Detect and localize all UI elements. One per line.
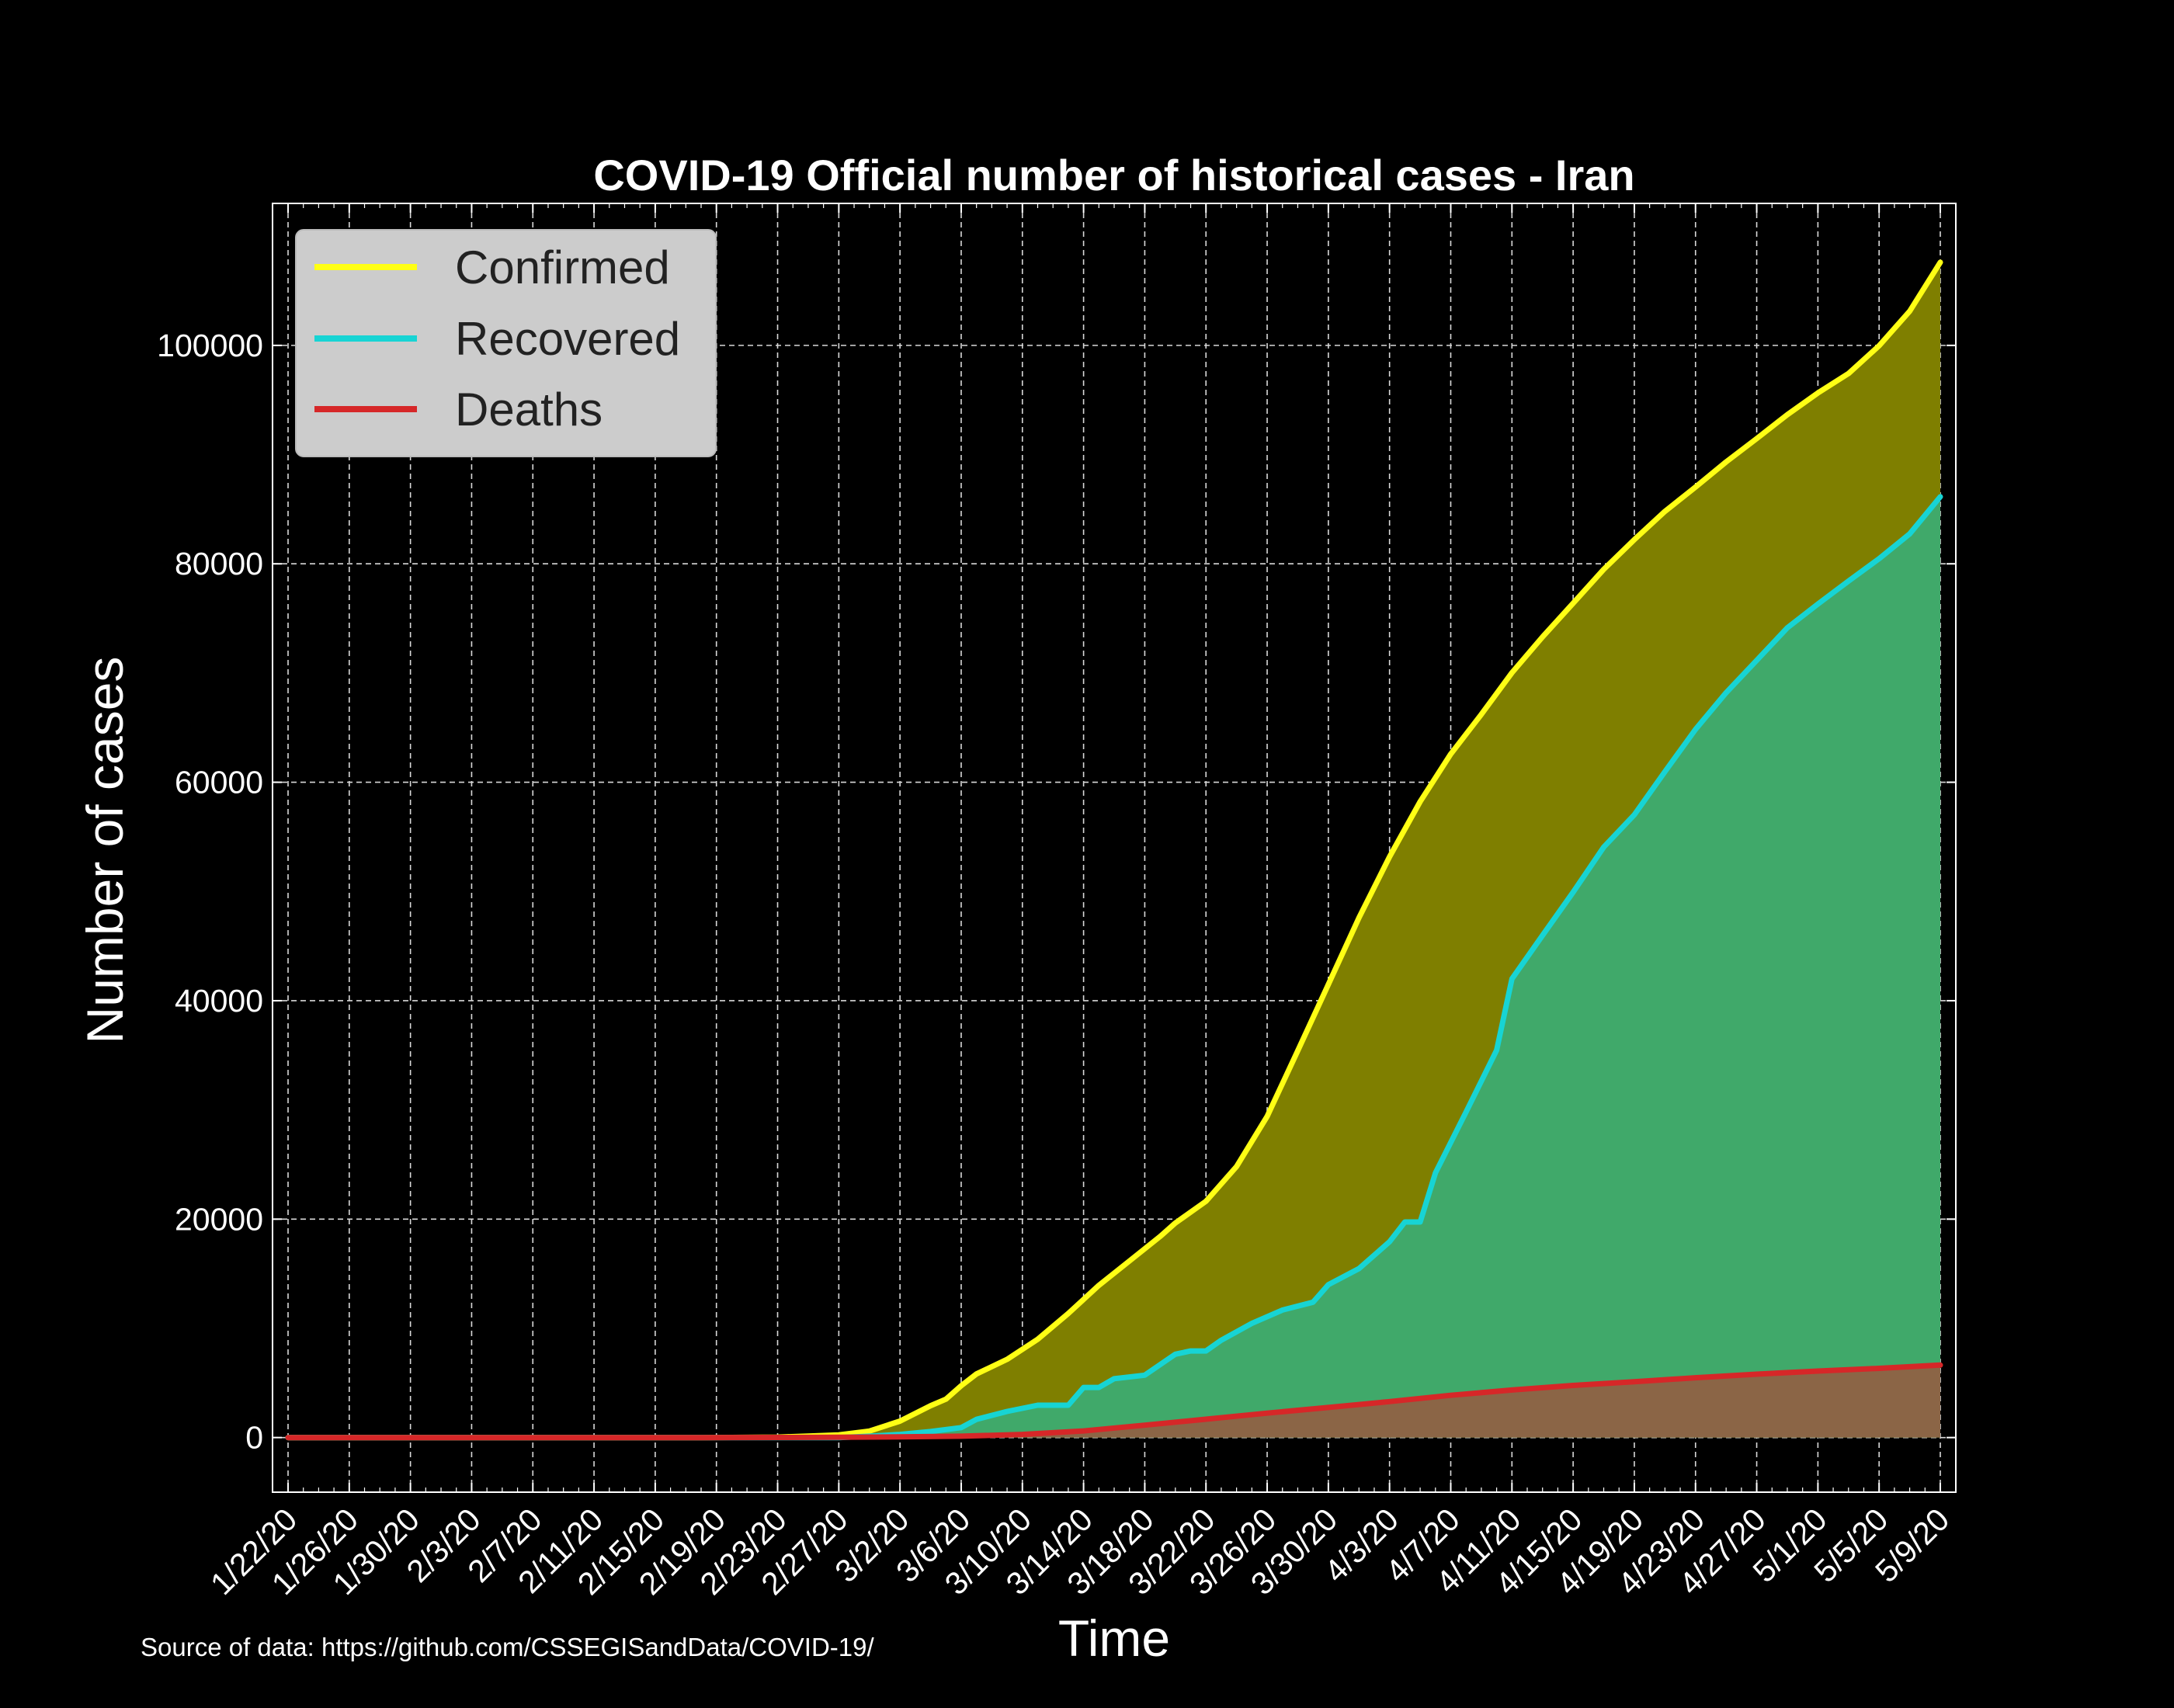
series-line-recovered <box>285 494 1943 1441</box>
y-tick-label: 0 <box>245 1420 263 1456</box>
series-fills <box>288 262 1940 1438</box>
y-axis-label: Number of cases <box>76 657 134 1044</box>
legend-box <box>295 229 717 457</box>
legend-label-deaths: Deaths <box>455 384 603 436</box>
y-tick-label: 80000 <box>175 546 263 581</box>
area-recovered <box>288 496 1940 1438</box>
series-line-confirmed <box>285 259 1943 1441</box>
x-axis-label: Time <box>1058 1609 1170 1667</box>
legend-label-confirmed: Confirmed <box>455 241 670 293</box>
series-line-deaths <box>285 1362 1943 1441</box>
y-tick-label: 20000 <box>175 1201 263 1237</box>
legend: Confirmed Recovered Deaths <box>295 229 717 457</box>
y-axis-ticks: 0 20000 40000 60000 80000 100000 <box>157 328 1956 1456</box>
y-tick-label: 40000 <box>175 983 263 1019</box>
source-note: Source of data: https://github.com/CSSEG… <box>141 1633 874 1661</box>
legend-label-recovered: Recovered <box>455 313 680 365</box>
chart-title: COVID-19 Official number of historical c… <box>593 151 1634 200</box>
y-tick-label: 100000 <box>157 328 263 363</box>
area-deaths <box>288 1365 1940 1438</box>
y-tick-label: 60000 <box>175 765 263 800</box>
series-lines <box>285 259 1943 1441</box>
